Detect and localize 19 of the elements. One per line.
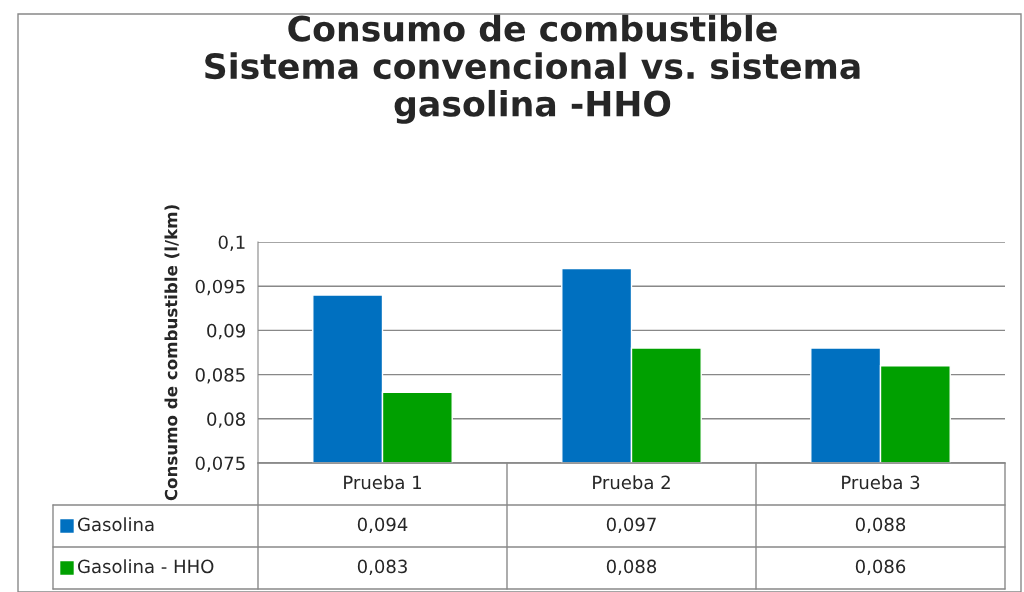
- x-tick-label: Prueba 3: [842, 475, 920, 490]
- x-tick-label: Prueba 2: [593, 475, 670, 490]
- y-tick-label: 0,085: [195, 368, 245, 384]
- data-label: 0,088: [855, 517, 906, 534]
- y-tick-label: 0,075: [195, 456, 245, 472]
- data-label: 0,097: [606, 517, 656, 534]
- y-tick-label: 0,1: [218, 235, 245, 251]
- legend-label: Gasolina: [78, 517, 154, 532]
- y-axis-title: Consumo de combustible (l/km): [164, 205, 180, 501]
- chart-title: Consumo de combustible Sistema convencional vs. sistema gasolina -HHO: [205, 14, 860, 124]
- y-tick-label: 0,095: [195, 279, 245, 296]
- legend-label: Gasolina - HHO: [78, 559, 214, 574]
- data-label: 0,086: [855, 559, 906, 576]
- data-label: 0,088: [606, 559, 657, 576]
- y-tick-label: 0,08: [207, 412, 245, 428]
- data-label: 0,083: [357, 559, 407, 576]
- data-label: 0,094: [357, 517, 408, 534]
- y-tick-label: 0,09: [207, 323, 245, 340]
- x-tick-label: Prueba 1: [344, 475, 421, 490]
